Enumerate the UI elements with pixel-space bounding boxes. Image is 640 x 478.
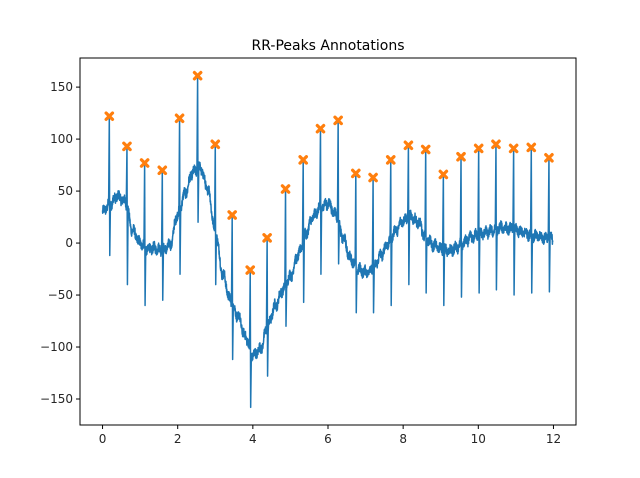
x-tick-label: 0 (99, 432, 107, 446)
r-peak-marker (473, 143, 484, 154)
x-tick-label: 12 (546, 432, 561, 446)
y-tick-label: 0 (65, 236, 73, 250)
r-peak-marker (227, 210, 237, 220)
r-peak-marker (104, 111, 115, 122)
x-tick-label: 2 (174, 432, 182, 446)
r-peak-marker (245, 265, 256, 275)
r-peak-marker (420, 144, 431, 155)
r-peak-marker (280, 184, 291, 194)
y-tick-label: 150 (50, 80, 73, 94)
r-peak-marker (298, 155, 308, 165)
r-peak-marker (157, 165, 168, 176)
r-peak-marker (403, 140, 414, 151)
y-tick-label: −100 (40, 340, 73, 354)
r-peak-marker (508, 143, 519, 154)
r-peak-marker (544, 153, 554, 163)
y-tick-label: 100 (50, 132, 73, 146)
r-peak-marker (262, 233, 272, 243)
axes: 0 2 4 6 8 10 12 −150 −100 −50 0 50 100 150 (40, 57, 577, 446)
r-peak-marker (139, 158, 150, 168)
r-peak-marker (351, 168, 361, 179)
x-tick-label: 6 (324, 432, 332, 446)
r-peak-marker (456, 151, 466, 162)
r-peak-marker (491, 139, 501, 150)
x-tick-label: 10 (471, 432, 486, 446)
y-tick-label: −150 (40, 392, 73, 406)
chart-title: RR-Peaks Annotations (252, 38, 405, 54)
r-peak-marker (333, 115, 343, 126)
r-peak-marker (122, 141, 132, 152)
r-peak-marker (385, 155, 396, 165)
plot-area (101, 70, 554, 409)
r-peak-marker (210, 139, 221, 150)
r-peak-marker (174, 113, 185, 124)
y-tick-label: 50 (58, 184, 73, 198)
r-peak-marker (192, 70, 203, 81)
r-peak-marker (368, 172, 378, 183)
r-peak-marker (438, 169, 449, 180)
r-peak-marker (315, 123, 326, 134)
x-tick-label: 8 (399, 432, 407, 446)
ecg-signal-line (101, 74, 554, 409)
r-peak-marker (526, 142, 537, 153)
x-tick-label: 4 (249, 432, 257, 446)
y-tick-label: −50 (48, 288, 73, 302)
